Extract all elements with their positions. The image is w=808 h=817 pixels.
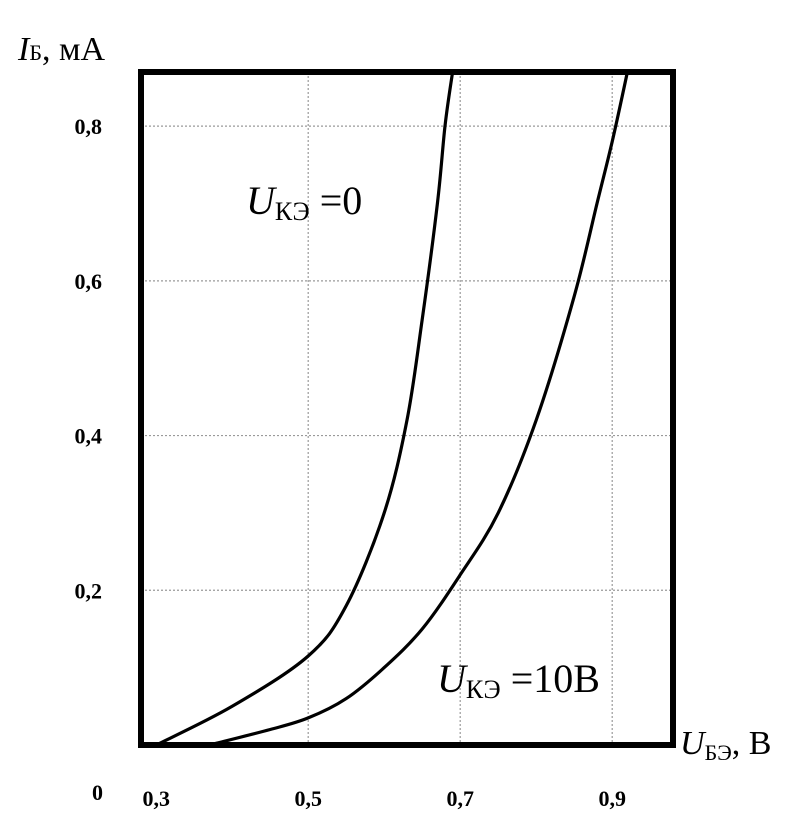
series-line-uke-0	[154, 70, 455, 747]
y-axis-symbol: I	[17, 31, 31, 68]
series-label-symbol: U	[437, 656, 469, 701]
series-label-value: =10В	[501, 656, 600, 701]
series-label-subscript: КЭ	[275, 197, 310, 226]
x-tick-label: 0,7	[446, 786, 474, 811]
tick-labels: 0,3 0,5 0,7 0,9 0,2 0,4 0,6 0,8	[75, 114, 626, 811]
series-label-uke-10v: UКЭ =10В	[437, 656, 600, 704]
y-tick-label: 0,8	[75, 114, 103, 139]
y-axis-unit: , мА	[42, 31, 106, 68]
x-axis-unit: , В	[732, 725, 772, 762]
y-axis-label: IБ, мА	[17, 31, 105, 68]
x-axis-subscript: БЭ	[705, 740, 732, 765]
grid	[141, 72, 673, 745]
series-label-uke-0: UКЭ =0	[246, 178, 362, 226]
y-tick-label: 0,6	[75, 269, 103, 294]
series-line-uke-10v	[207, 70, 629, 747]
origin-label: 0	[92, 780, 103, 805]
x-tick-label: 0,9	[598, 786, 626, 811]
series-label-symbol: U	[246, 178, 278, 223]
y-axis-subscript: Б	[29, 40, 42, 65]
series-label-value: =0	[310, 178, 363, 223]
y-tick-label: 0,4	[75, 424, 103, 449]
series-label-subscript: КЭ	[466, 675, 501, 704]
x-tick-label: 0,5	[294, 786, 322, 811]
plot-frame	[138, 69, 676, 748]
x-tick-label: 0,3	[142, 786, 170, 811]
x-axis-symbol: U	[680, 725, 707, 762]
y-tick-label: 0,2	[75, 578, 103, 603]
curves	[154, 70, 629, 747]
x-axis-label: UБЭ, В	[680, 725, 771, 765]
